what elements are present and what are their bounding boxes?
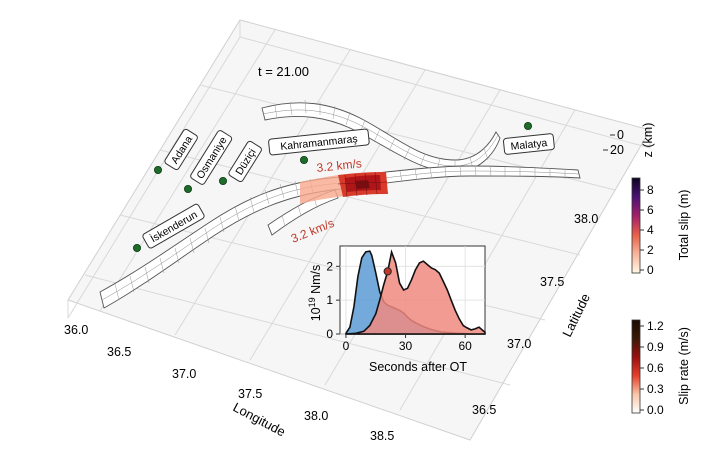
- inset-ytick-label: 1: [326, 293, 333, 307]
- rupture-patch: [300, 171, 388, 204]
- longitude-tick-label: 37.5: [238, 387, 262, 401]
- fault-mesh-splay: [267, 189, 339, 236]
- city-marker-adana: [153, 165, 162, 174]
- colorbar-tick-label: 6: [647, 203, 654, 217]
- time-label: t = 21.00: [258, 64, 309, 79]
- city-label-malatya: Malatya: [502, 133, 555, 155]
- inset-xtick-label: 0: [343, 339, 350, 353]
- city-marker-kahramanmaras: [299, 155, 308, 164]
- latitude-axis-label: Latitude: [559, 291, 593, 339]
- latitude-tick-label: 36.5: [472, 403, 496, 417]
- latitude-tick-label: 37.5: [540, 275, 564, 289]
- colorbar-tick-label: 8: [647, 183, 654, 197]
- fault-mesh-main: [99, 165, 581, 309]
- colorbar-total-slip: 0 2 4 6 8 Total slip (m): [631, 177, 691, 277]
- inset-xtick-label: 60: [458, 339, 472, 353]
- colorbar-tick-label: 4: [647, 223, 654, 237]
- latitude-tick-label: 38.0: [574, 212, 598, 226]
- rupture-speed-east-label: 3.2 km/s: [316, 156, 363, 175]
- depth-tick-label: 20: [610, 143, 624, 157]
- colorbar-tick-label: 0.9: [647, 340, 664, 354]
- colorbar-slip-rate-bar: [631, 319, 641, 414]
- city-marker-duzici: [218, 176, 227, 185]
- inset-ticks: 0 30 60 0 1 2: [326, 259, 472, 353]
- longitude-tick-label: 36.5: [107, 345, 131, 359]
- longitude-tick-label: 38.5: [370, 429, 394, 443]
- colorbar-slip-rate-ticks: 0.0 0.3 0.6 0.9 1.2: [640, 319, 664, 417]
- colorbar-slip-rate-label: Slip rate (m/s): [677, 327, 691, 405]
- colorbar-tick-label: 0.6: [647, 361, 664, 375]
- city-label-kahramanmaras: Kahramanmaraş: [268, 128, 370, 156]
- longitude-tick-label: 38.0: [304, 409, 328, 423]
- inset-ytick-label: 0: [326, 327, 333, 341]
- colorbar-tick-label: 0.3: [647, 382, 664, 396]
- colorbar-total-slip-label: Total slip (m): [677, 190, 691, 261]
- longitude-axis-label: Longitude: [231, 399, 288, 439]
- depth-tick-label: 0: [617, 128, 624, 142]
- longitude-tick-label: 37.0: [172, 367, 196, 381]
- inset-xtick-label: 30: [399, 339, 413, 353]
- moment-rate-inset: 0 30 60 0 1 2 Seconds after OT 1019 Nm/s: [307, 245, 486, 374]
- city-marker-malatya: [524, 122, 533, 131]
- inset-ytick-label: 2: [326, 259, 333, 273]
- inset-ylabel: 1019 Nm/s: [307, 265, 323, 322]
- colorbar-tick-label: 0.0: [647, 403, 664, 417]
- colorbar-tick-label: 0: [647, 263, 654, 277]
- city-markers: [132, 122, 533, 252]
- colorbar-tick-label: 2: [647, 243, 654, 257]
- city-label-duzici: Düziçi: [228, 140, 262, 183]
- latitude-tick-label: 37.0: [507, 337, 531, 351]
- inset-series-area-1: [345, 249, 486, 335]
- city-marker-osmaniye: [183, 184, 192, 193]
- inset-xlabel: Seconds after OT: [369, 360, 467, 374]
- city-marker-iskenderun: [132, 243, 141, 252]
- depth-axis-label: z (km): [641, 123, 655, 158]
- colorbar-slip-rate: 0.0 0.3 0.6 0.9 1.2 Slip rate (m/s): [631, 319, 691, 417]
- colorbar-total-slip-ticks: 0 2 4 6 8: [640, 183, 654, 277]
- axis-ticks: 36.0 36.5 37.0 37.5 38.0 38.5 36.5 37.0 37.5 38.0…: [64, 128, 624, 443]
- colorbar-tick-label: 1.2: [647, 319, 664, 333]
- inset-series: [345, 249, 486, 335]
- inset-time-marker: [383, 267, 392, 276]
- colorbar-total-slip-bar: [631, 177, 641, 274]
- longitude-tick-label: 36.0: [64, 323, 88, 337]
- svg-text:Malatya: Malatya: [510, 137, 548, 153]
